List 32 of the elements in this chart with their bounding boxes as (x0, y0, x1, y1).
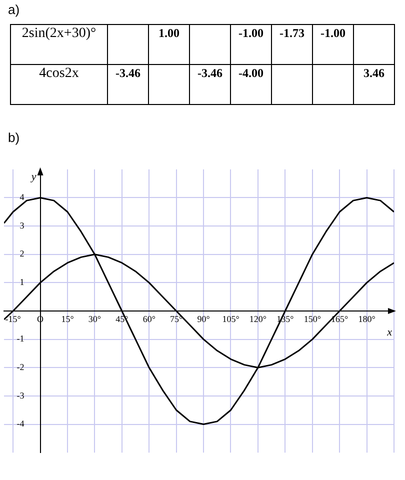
text: -4.00 (238, 66, 264, 80)
y-tick-label: -4 (16, 418, 25, 429)
x-tick-label: 15° (61, 314, 74, 324)
category-label: 2sin(2x+30)° (22, 26, 96, 41)
text: -1.73 (280, 26, 304, 40)
text: -1.00 (320, 26, 346, 40)
x-tick-label: 105° (222, 314, 240, 324)
x-axis-title: x (386, 326, 392, 338)
chart-title: b) (7, 130, 21, 146)
x-tick-label: 165° (331, 314, 349, 324)
text: -1.00 (238, 26, 264, 40)
y-tick-label: 3 (20, 220, 25, 230)
text: -3.46 (116, 66, 140, 80)
y-tick-label: -3 (16, 390, 25, 400)
y-tick-label: 4 (20, 192, 25, 202)
category-label: 4cos2x (39, 66, 79, 81)
x-tick-label: 30° (88, 314, 102, 324)
y-tick-label: -1 (16, 334, 24, 344)
y-tick-label: -2 (16, 362, 24, 372)
text: 3.46 (364, 66, 384, 80)
y-axis-title: y (30, 170, 36, 183)
text: a) (7, 1, 21, 19)
text: -3.46 (198, 66, 222, 80)
x-tick-label: 180° (358, 314, 376, 324)
x-tick-label: -15° (5, 314, 22, 324)
x-tick-label: 120° (249, 314, 267, 324)
text: 1.00 (158, 26, 180, 40)
y-tick-label: 1 (20, 277, 24, 288)
x-tick-label: 150° (304, 314, 322, 324)
x-tick-label: 60° (142, 314, 156, 324)
x-tick-label: 90° (197, 314, 210, 324)
y-tick-label: 2 (20, 248, 24, 259)
